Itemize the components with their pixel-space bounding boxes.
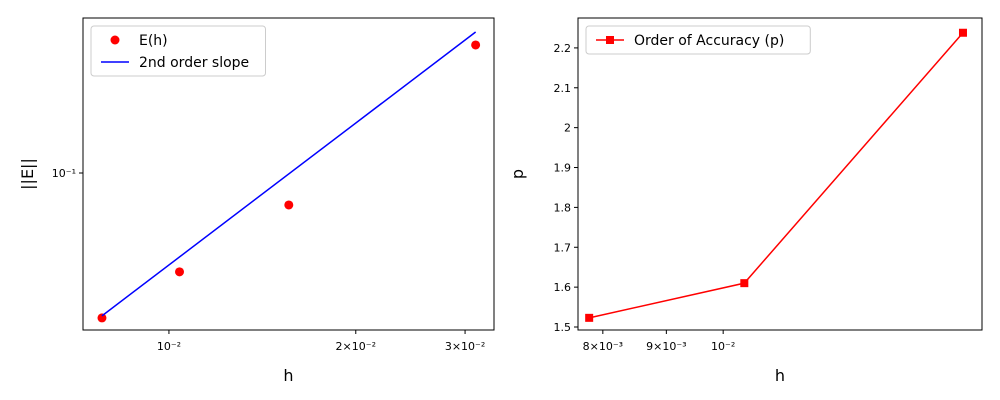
y-tick-label: 2.2	[554, 42, 572, 55]
marker	[740, 279, 749, 288]
marker	[958, 28, 967, 37]
y-axis-label: ||E||	[18, 158, 37, 190]
marker	[284, 200, 294, 210]
series-line	[589, 32, 964, 319]
y-tick-label: 1.5	[554, 321, 572, 334]
x-tick-label: 3×10⁻²	[445, 340, 485, 353]
x-tick-label: 2×10⁻²	[336, 340, 376, 353]
x-tick-label: 10⁻²	[157, 340, 181, 353]
y-tick-label: 1.6	[554, 281, 572, 294]
series-line	[101, 31, 477, 317]
y-tick-label: 1.9	[554, 162, 572, 175]
legend-marker	[606, 36, 614, 44]
x-axis-label: h	[775, 366, 785, 385]
legend-label: Order of Accuracy (p)	[634, 33, 784, 49]
axes-frame	[82, 17, 495, 331]
x-tick-label: 8×10⁻³	[583, 340, 623, 353]
legend-label: E(h)	[139, 33, 168, 49]
marker	[175, 267, 185, 277]
y-tick-label: 2.1	[554, 82, 572, 95]
legend-marker	[110, 35, 120, 45]
legend-label: 2nd order slope	[139, 55, 249, 71]
axes-frame	[577, 17, 983, 331]
marker	[471, 40, 481, 50]
x-axis-label: h	[283, 366, 293, 385]
y-tick-label: 1.8	[554, 201, 572, 214]
marker	[97, 313, 107, 323]
x-tick-label: 10⁻²	[711, 340, 735, 353]
x-tick-label: 9×10⁻³	[646, 340, 686, 353]
y-tick-label: 2	[564, 122, 571, 135]
y-axis-label: p	[508, 169, 527, 179]
legend-box	[585, 25, 811, 55]
y-tick-label: 10⁻¹	[52, 167, 76, 180]
legend-box	[90, 25, 266, 77]
marker	[585, 313, 594, 322]
y-tick-label: 1.7	[554, 241, 572, 254]
